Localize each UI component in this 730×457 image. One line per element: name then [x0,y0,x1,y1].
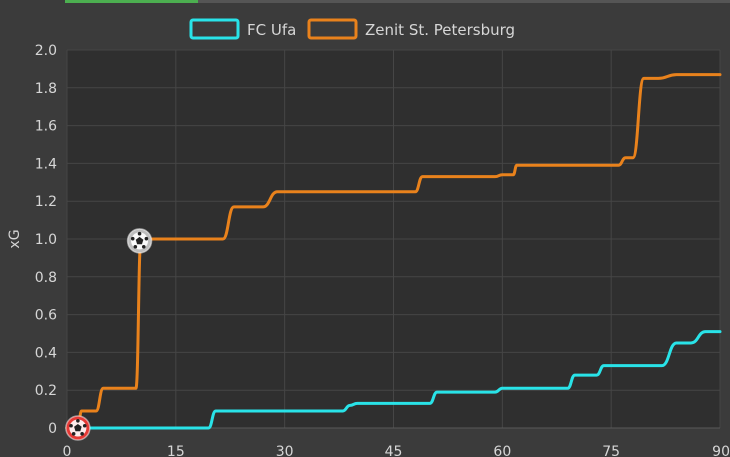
ball-patch [80,432,84,436]
goal-marker-zenit[interactable] [126,228,153,254]
y-tick-label: 0.6 [35,308,57,324]
x-tick-label: 30 [276,444,294,457]
grid-lines [66,49,721,429]
y-tick-label: 2.0 [35,43,57,59]
ball-patch [137,231,142,236]
y-tick-label: 1.2 [35,194,57,210]
y-axis-ticks: 0 0.2 0.4 0.6 0.8 1.0 1.2 1.4 1.6 1.8 2.0 [35,43,57,437]
ball-pentagon [135,236,144,245]
ball-patch [82,423,87,428]
ball-patch [144,236,149,241]
x-tick-label: 0 [63,444,72,457]
x-tick-label: 90 [712,444,730,457]
legend-swatch [189,18,240,40]
y-tick-label: 1.0 [35,232,57,248]
x-tick-label: 15 [167,444,185,457]
x-tick-label: 75 [602,444,620,457]
x-tick-label: 60 [493,444,511,457]
legend-swatch [307,18,358,40]
ball-patch [133,244,138,249]
x-axis-ticks: 0 15 30 45 60 75 90 [63,444,730,457]
goal-marker-ufa[interactable] [65,415,91,441]
y-tick-label: 1.6 [35,119,57,135]
event-markers [65,228,153,441]
top-tab-bar [0,0,730,6]
y-tick-label: 0 [48,421,57,437]
x-tick-label: 45 [385,444,403,457]
ball-patch [130,236,135,241]
series-line-zenit [65,73,722,430]
ball-patch [69,423,73,428]
legend-label: FC Ufa [247,21,296,39]
ball-patch [76,419,80,423]
y-tick-label: 0.2 [35,383,57,399]
y-tick-label: 1.8 [35,81,57,97]
y-axis-label: xG [7,229,23,248]
legend-item-ufa[interactable]: FC Ufa [189,18,296,40]
ball-patch [71,432,76,436]
legend-item-zenit[interactable]: Zenit St. Petersburg [307,18,515,40]
series-line-ufa [65,330,722,430]
series-lines [65,73,722,430]
ball-patch [141,244,146,249]
tab-bar-track [198,0,730,3]
y-tick-label: 1.4 [35,156,57,172]
legend: FC Ufa Zenit St. Petersburg [189,18,515,40]
legend-label: Zenit St. Petersburg [365,21,515,39]
ball-pentagon [74,424,82,432]
active-tab-indicator[interactable] [65,0,198,3]
y-tick-label: 0.8 [35,270,57,286]
y-tick-label: 0.4 [35,345,57,361]
